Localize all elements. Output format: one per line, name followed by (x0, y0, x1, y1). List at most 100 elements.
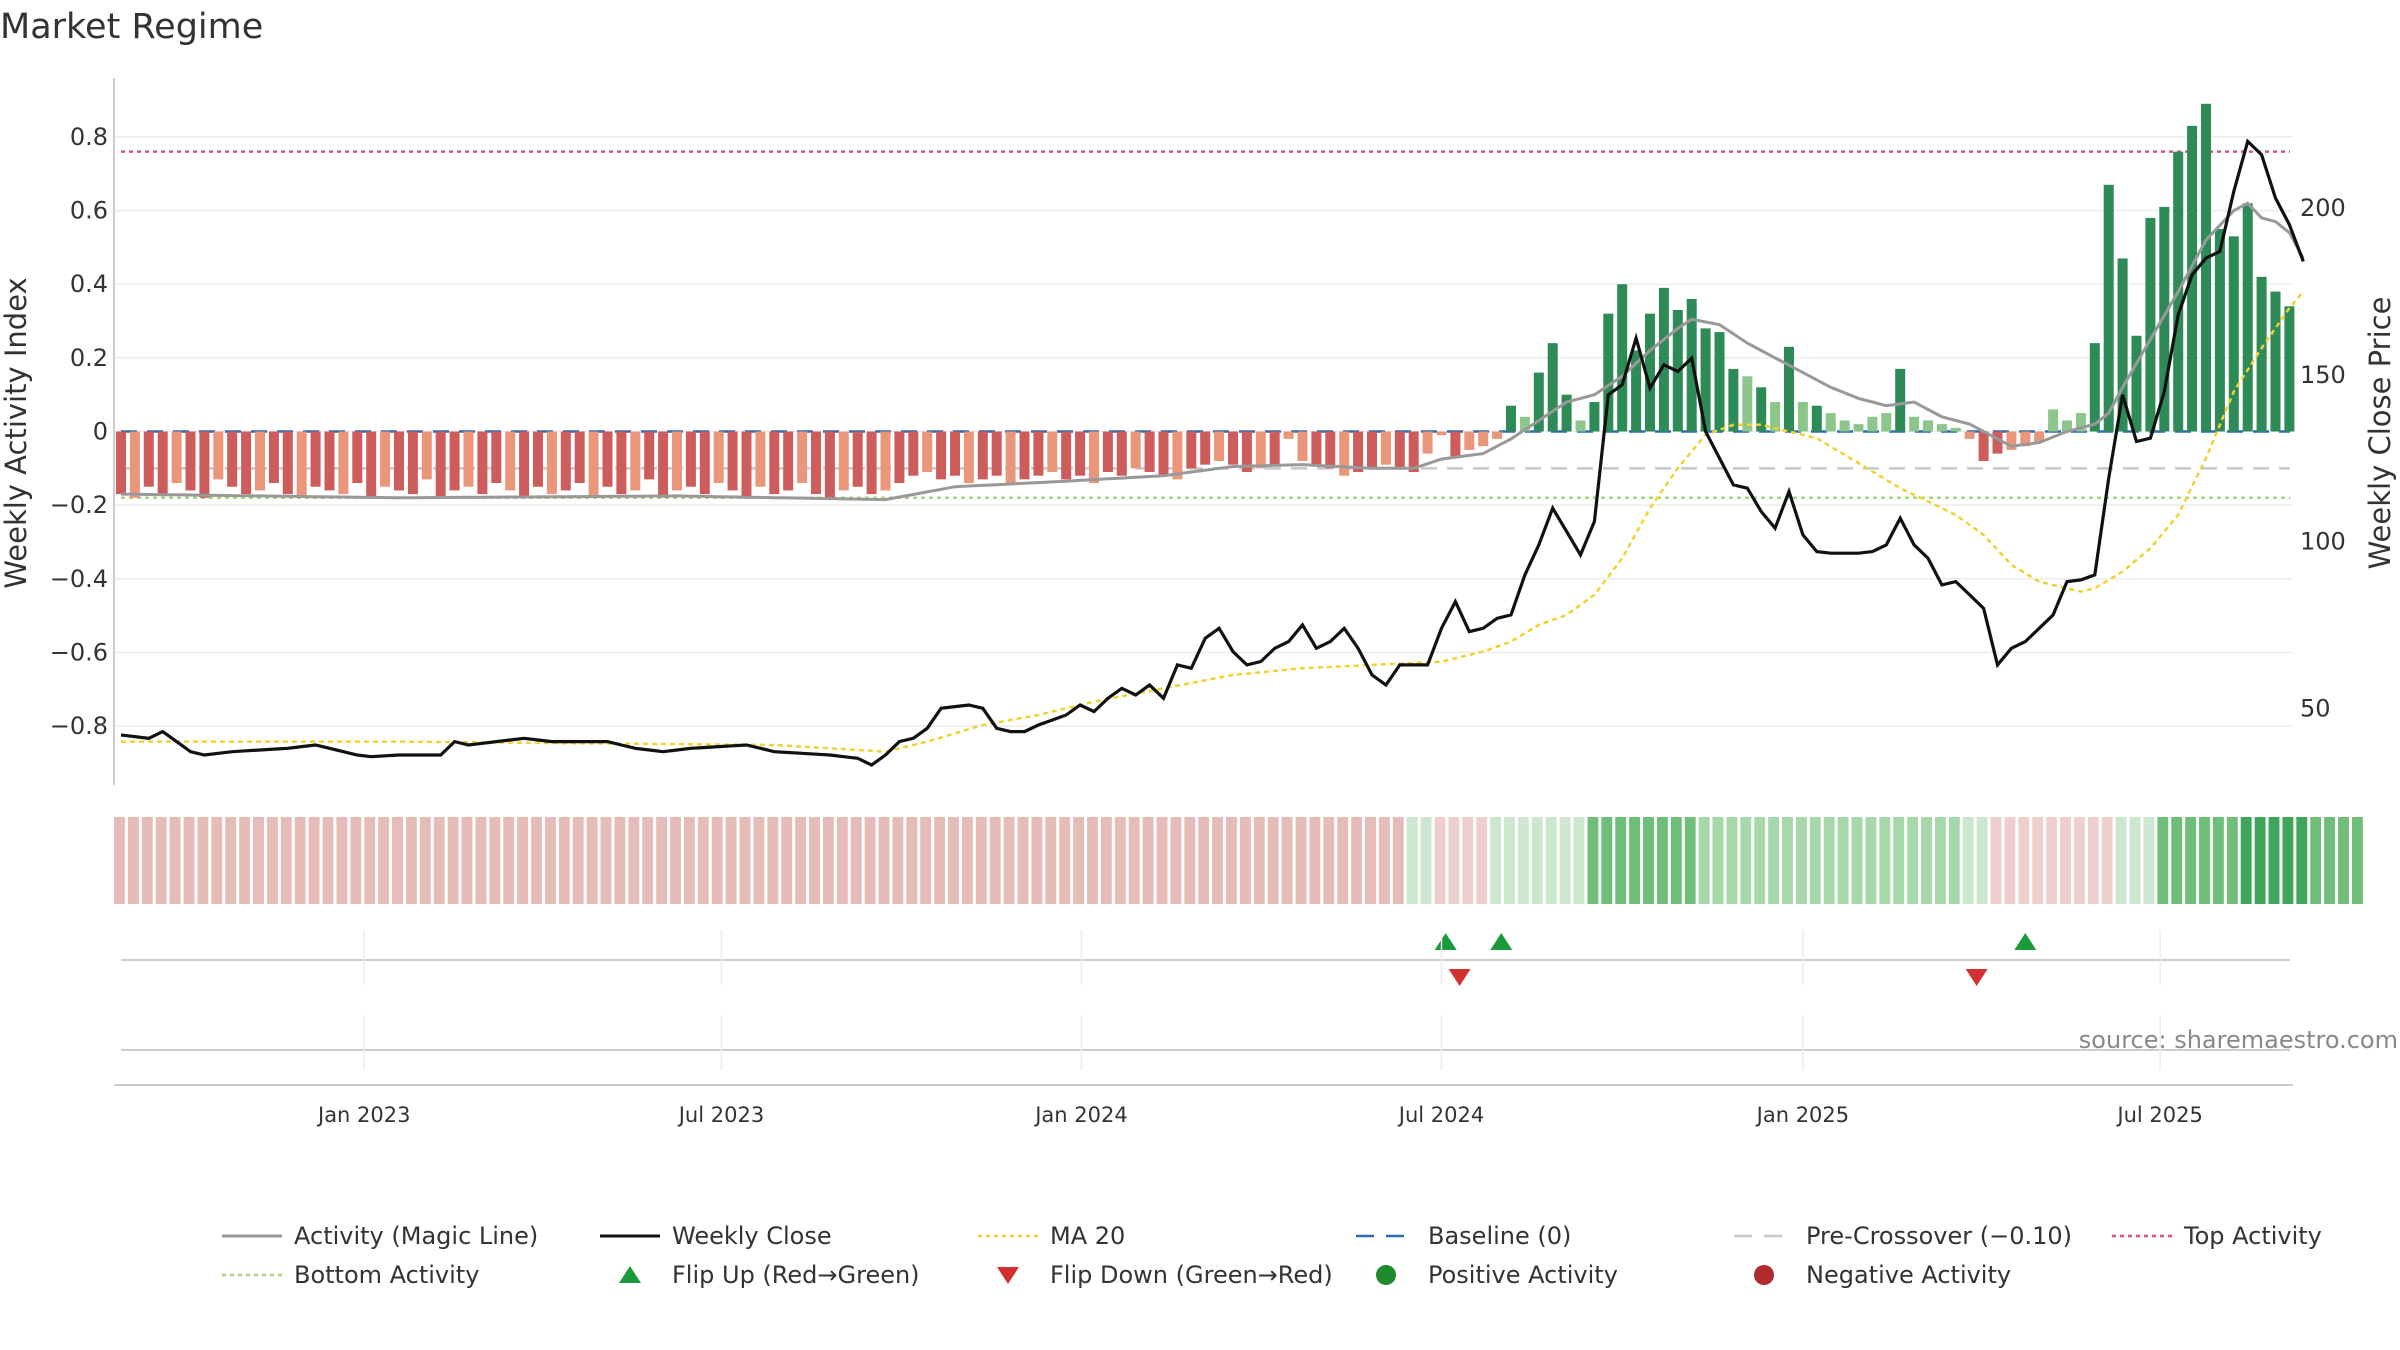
flip-down-marker (1448, 969, 1471, 986)
activity-bar (685, 431, 696, 487)
regime-strip-cell (2324, 817, 2336, 904)
regime-strip-cell (1476, 817, 1488, 904)
activity-bar (366, 431, 377, 498)
legend-item: MA 20 (978, 1222, 1125, 1250)
regime-strip-cell (531, 817, 542, 904)
activity-bar (1130, 431, 1141, 469)
activity-bar (1756, 387, 1767, 432)
activity-bar (171, 431, 182, 484)
activity-bar (1200, 431, 1211, 465)
left-tick-label: −0.4 (50, 565, 108, 593)
regime-strip-cell (558, 817, 570, 904)
regime-strip-cell (2268, 817, 2280, 904)
regime-strip-cell (2254, 817, 2266, 904)
regime-strip-cell (2240, 817, 2252, 904)
activity-bar (296, 431, 307, 498)
regime-strip-cell (1462, 817, 1474, 904)
activity-bar (1867, 416, 1878, 432)
activity-bar (310, 431, 321, 487)
activity-bar (1922, 420, 1934, 432)
right-tick-label: 150 (2300, 361, 2346, 389)
regime-strip-cell (2004, 817, 2016, 904)
regime-strip-cell (1087, 817, 1098, 904)
legend-label: Weekly Close (672, 1222, 832, 1250)
activity-bar (658, 431, 669, 498)
activity-bar (1102, 431, 1113, 473)
legend-item: Negative Activity (1754, 1261, 2011, 1289)
regime-strip-cell (1323, 817, 1335, 904)
regime-strip-cell (127, 817, 139, 904)
activity-bar (1450, 431, 1461, 458)
regime-strip-cell (2282, 817, 2294, 904)
regime-strip-cell (1629, 817, 1641, 904)
activity-bar (1339, 431, 1350, 476)
legend-label: MA 20 (1050, 1222, 1125, 1250)
regime-strip-cell (920, 817, 932, 904)
regime-strip-cell (572, 817, 584, 904)
activity-bar (2284, 306, 2295, 432)
regime-strip-cell (447, 817, 459, 904)
activity-bar (1617, 284, 1628, 432)
left-tick-label: 0.8 (70, 123, 108, 151)
regime-strip-cell (2032, 817, 2044, 904)
regime-strip-cell (1239, 817, 1251, 904)
activity-bar (380, 431, 391, 487)
activity-bar (671, 431, 683, 491)
x-axis-ticks: Jan 2023 Jul 2023 Jan 2024 Jul 2024 Jan 2025… (316, 930, 2203, 1127)
regime-strip-cell (1921, 817, 1932, 904)
activity-bar (1380, 431, 1391, 465)
regime-strip-cell (948, 817, 959, 904)
regime-strip-cell (739, 817, 751, 904)
activity-bar (1492, 431, 1503, 439)
activity-bar (491, 431, 502, 484)
activity-bar (185, 431, 196, 491)
regime-strip-cell (892, 817, 904, 904)
regime-strip-cell (1754, 817, 1766, 904)
regime-strip-cell (1392, 817, 1404, 904)
activity-bar (338, 431, 349, 495)
regime-strip-cell (2199, 817, 2210, 904)
regime-strip-cell (2212, 817, 2224, 904)
regime-strip-cell (614, 817, 626, 904)
activity-bar (699, 431, 710, 495)
legend-label: Flip Up (Red→Green) (672, 1261, 920, 1289)
regime-strip-cell (850, 817, 862, 904)
activity-bar (1422, 431, 1433, 454)
activity-bar (129, 431, 140, 498)
activity-bar (2256, 276, 2267, 432)
regime-strip-cell (350, 817, 362, 904)
regime-strip-cell (1698, 817, 1710, 904)
activity-bar (713, 431, 724, 484)
activity-bar (1311, 431, 1322, 465)
activity-bar (393, 431, 405, 491)
regime-strip-cell (2157, 817, 2169, 904)
regime-strip-cell (419, 817, 431, 904)
activity-bar (505, 431, 516, 491)
ma20-series (121, 290, 2305, 753)
regime-strip-cell (1365, 817, 1376, 904)
activity-bar (1353, 431, 1364, 473)
regime-strip-cell (1615, 817, 1627, 904)
regime-strip-cell (1643, 817, 1654, 904)
right-tick-label: 100 (2300, 528, 2346, 556)
activity-bar (1144, 431, 1155, 473)
legend: Activity (Magic Line) Weekly Close MA 20 Ba… (222, 1222, 2322, 1289)
activity-bar (1366, 431, 1378, 469)
regime-strip-cell (1003, 817, 1015, 904)
regime-strip-cell (934, 817, 946, 904)
activity-bar (532, 431, 544, 487)
activity-bar (1116, 431, 1127, 476)
right-tick-label: 200 (2300, 194, 2346, 222)
activity-bar (908, 431, 919, 476)
activity-bar (1853, 424, 1864, 432)
activity-bar (1895, 368, 1906, 432)
activity-bar (213, 431, 224, 480)
activity-bar (2020, 431, 2031, 447)
regime-strip-cell (1281, 817, 1293, 904)
activity-bar (963, 431, 974, 484)
regime-strip-cell (1545, 817, 1557, 904)
regime-strip-cell (1309, 817, 1321, 904)
activity-bar (1172, 431, 1183, 480)
regime-strip-cell (544, 817, 556, 904)
regime-strip-cell (1420, 817, 1432, 904)
